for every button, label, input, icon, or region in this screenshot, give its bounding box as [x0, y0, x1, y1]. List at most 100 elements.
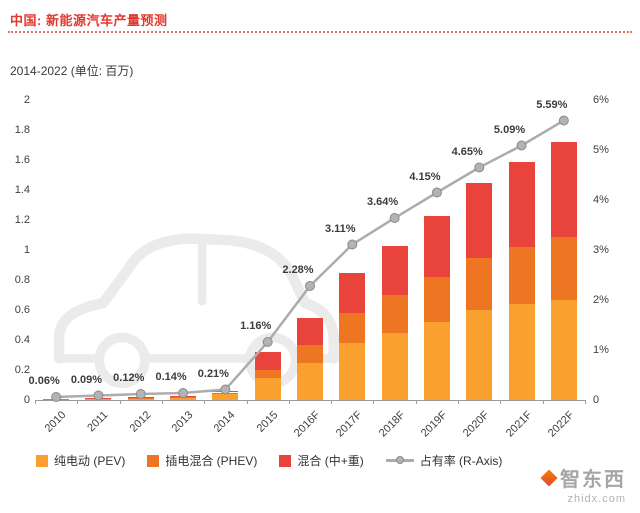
dotted-divider — [8, 31, 632, 33]
line-data-label: 2.28% — [282, 264, 314, 276]
line-marker-icon — [262, 337, 273, 347]
legend-label: 纯电动 (PEV) — [54, 454, 126, 468]
line-data-label: 5.09% — [493, 123, 526, 136]
line-data-label: 4.15% — [409, 170, 441, 183]
bar-segment — [466, 257, 493, 310]
line-marker-icon — [135, 389, 146, 399]
y-axis-left-tick-label: 1 — [23, 244, 30, 256]
legend-swatch-icon — [147, 454, 160, 467]
x-axis-tick — [119, 400, 121, 404]
x-axis-tick — [500, 400, 502, 404]
bar-segment — [508, 247, 535, 304]
x-axis-tick — [288, 400, 290, 404]
chart-legend: 纯电动 (PEV) 插电混合 (PHEV) 混合 (中+重) 占有率 (R-Axis) — [36, 452, 502, 469]
bar-segment — [508, 304, 535, 400]
x-axis-tick — [585, 400, 586, 404]
x-axis-line — [35, 400, 585, 401]
x-axis-tick — [373, 400, 375, 404]
bar-segment — [297, 344, 323, 363]
line-data-label: 0.21% — [197, 367, 229, 380]
y-axis-left-tick-label: 1.8 — [14, 124, 30, 136]
y-axis-left-tick-label: 0.6 — [14, 304, 30, 316]
bar-segment — [339, 313, 366, 343]
x-axis-tick — [77, 400, 79, 404]
bar-segment — [127, 398, 154, 400]
bar-segment — [550, 142, 577, 237]
zhidx-watermark: 智东西 zhidx.com — [540, 463, 626, 505]
y-axis-right-tick-label: 5% — [593, 144, 609, 156]
legend-item: 混合 (中+重) — [279, 452, 364, 469]
y-axis-left-tick-label: 0.2 — [14, 364, 30, 376]
legend-line-marker-icon — [385, 456, 414, 464]
y-axis-right-tick-label: 1% — [593, 344, 609, 356]
x-axis-tick — [246, 400, 248, 404]
line-data-label: 3.11% — [325, 222, 356, 235]
bar-segment — [254, 352, 281, 370]
line-marker-icon — [516, 140, 527, 151]
legend-item: 插电混合 (PHEV) — [147, 452, 257, 469]
legend-label: 混合 (中+重) — [297, 454, 364, 468]
legend-item: 纯电动 (PEV) — [36, 452, 125, 469]
bar-segment — [550, 299, 577, 400]
bar-segment — [508, 161, 535, 247]
bar-segment — [381, 245, 408, 295]
y-axis-right-tick-label: 2% — [593, 294, 609, 306]
y-axis-right-tick-label: 3% — [593, 244, 609, 256]
chart-subtitle: 2014-2022 (单位: 百万) — [10, 64, 134, 78]
y-axis-right-tick-label: 0 — [593, 394, 600, 406]
x-axis-tick — [35, 400, 36, 404]
brand-name: 智东西 — [560, 469, 626, 491]
line-data-label: 0.06% — [28, 375, 60, 387]
line-marker-icon — [558, 115, 569, 126]
x-axis-tick — [331, 400, 333, 404]
bar-segment — [423, 215, 450, 277]
brand-row: 智东西 — [540, 463, 626, 492]
x-axis-tick — [161, 400, 163, 404]
y-axis-left-tick-label: 1.4 — [14, 184, 30, 196]
chart-title: 中国: 新能源汽车产量预测 — [10, 13, 168, 28]
legend-label: 插电混合 (PHEV) — [165, 454, 258, 468]
line-data-label: 0.14% — [155, 371, 187, 383]
y-axis-left-tick-label: 0.8 — [14, 274, 30, 286]
bar-segment — [254, 370, 281, 378]
line-data-label: 0.12% — [113, 372, 145, 384]
line-data-label: 3.64% — [367, 196, 399, 208]
legend-swatch-icon — [36, 454, 48, 467]
legend-dot-icon — [395, 456, 404, 464]
share-line — [56, 119, 565, 399]
y-axis-left-tick-label: 2 — [23, 94, 30, 106]
line-data-label: 1.16% — [240, 320, 272, 332]
legend-item: 占有率 (R-Axis) — [385, 452, 503, 469]
y-axis-right-tick-label: 6% — [593, 94, 609, 106]
zhidx-logo-icon — [540, 469, 558, 486]
y-axis-left-tick-label: 1.2 — [14, 214, 30, 226]
bar-segment — [466, 310, 493, 400]
x-axis-tick — [204, 400, 206, 404]
bar-segment — [381, 295, 408, 333]
bar-segment — [339, 272, 366, 313]
line-marker-icon — [51, 392, 62, 402]
line-marker-icon — [431, 187, 442, 198]
line-marker-icon — [178, 388, 189, 398]
line-data-label: 5.59% — [536, 98, 568, 111]
line-marker-icon — [93, 390, 104, 401]
line-data-label: 4.65% — [451, 145, 483, 158]
bar-segment — [423, 322, 450, 400]
y-axis-left-tick-label: 1.6 — [14, 154, 30, 166]
line-marker-icon — [347, 239, 358, 250]
y-axis-left-tick-label: 0.4 — [14, 334, 30, 346]
bar-segment — [381, 332, 408, 400]
legend-label: 占有率 (R-Axis) — [419, 454, 503, 468]
line-marker-icon — [305, 281, 315, 291]
bar-segment — [423, 277, 450, 322]
x-axis-tick — [542, 400, 544, 404]
bar-segment — [466, 182, 493, 258]
y-axis-right-tick-label: 4% — [593, 194, 609, 206]
line-marker-icon — [220, 384, 231, 395]
x-axis-tick — [415, 400, 417, 404]
bar-segment — [550, 236, 577, 300]
line-marker-icon — [474, 162, 485, 173]
